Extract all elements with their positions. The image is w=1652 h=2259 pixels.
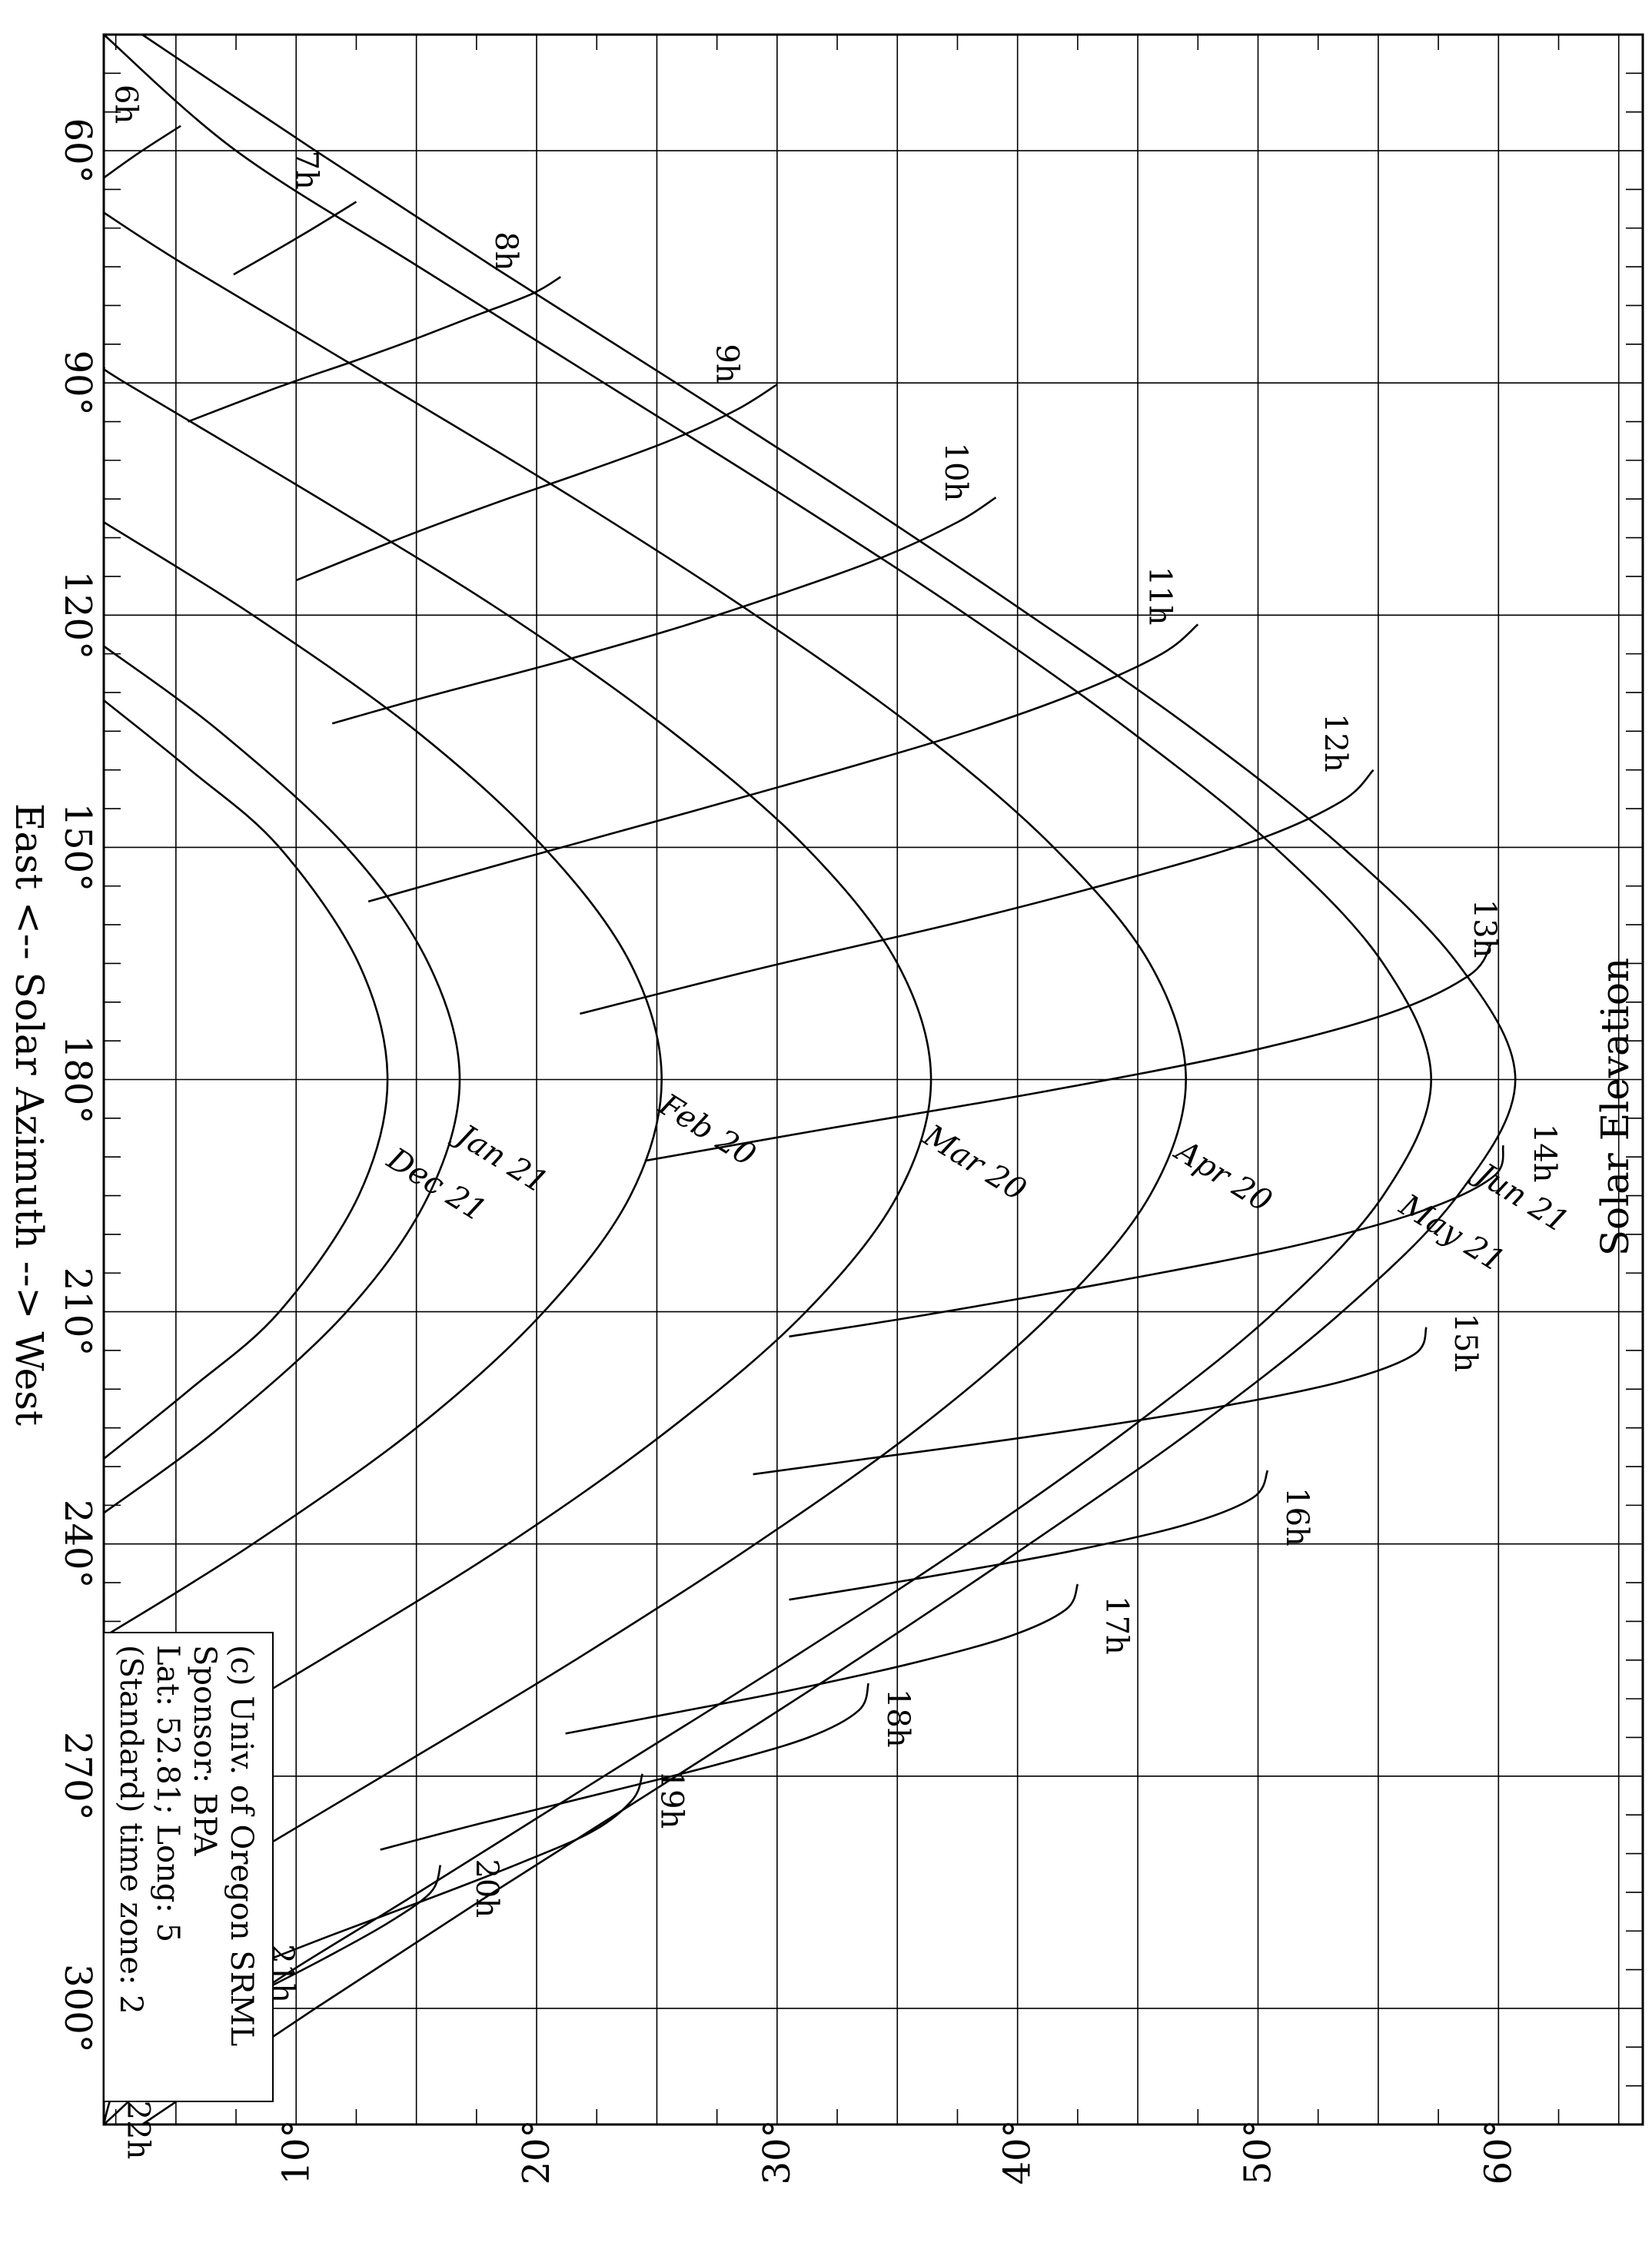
y-tick-label-40: 40° [996, 2119, 1039, 2184]
date-label-apr-20: Apr 20 [1167, 1132, 1278, 1220]
y-axis-title: Solar Elevation [1593, 958, 1637, 1256]
date-curve-apr-20 [104, 211, 1188, 1948]
y-tick-label-20: 20° [515, 2119, 558, 2184]
y-tick-label-30: 30° [756, 2119, 799, 2184]
hour-curve-11h [367, 623, 1199, 903]
x-tick-label-180: 180° [56, 1035, 99, 1125]
hour-curve-9h [295, 384, 778, 582]
x-tick-label-300: 300° [56, 1964, 99, 2053]
hour-curve-19h [242, 1773, 643, 1971]
y-tick-label-60: 60° [1477, 2119, 1520, 2184]
hour-label-18h: 18h [880, 1689, 916, 1748]
x-tick-label-150: 150° [56, 803, 99, 892]
x-tick-label-90: 90° [56, 350, 99, 416]
date-curve-dec-21 [104, 699, 389, 1460]
date-curve-may-21 [104, 35, 1433, 2124]
date-curve-jan-21 [104, 645, 461, 1514]
hour-curve-10h [331, 497, 997, 725]
hour-curve-15h [753, 1327, 1428, 1476]
date-curve-mar-20 [104, 366, 932, 1793]
legend: (c) Univ. of Oregon SRML Sponsor: BPA La… [103, 1632, 274, 2102]
x-tick-label-240: 240° [56, 1500, 99, 1589]
legend-line-2: Sponsor: BPA [187, 1645, 222, 1856]
legend-line-1: (c) Univ. of Oregon SRML [224, 1645, 259, 2046]
hour-label-9h: 9h [710, 344, 745, 383]
hour-label-14h: 14h [1527, 1124, 1562, 1183]
plot-frame [102, 33, 1644, 2126]
hour-label-12h: 12h [1318, 713, 1353, 772]
hour-label-8h: 8h [488, 231, 524, 271]
hour-label-22h: 22h [120, 2101, 155, 2160]
x-tick-label-270: 270° [56, 1732, 99, 1821]
hour-curve-6h [104, 125, 181, 179]
hour-label-13h: 13h [1467, 899, 1502, 958]
date-label-mar-20: Mar 20 [916, 1118, 1032, 1208]
hour-curve-18h [380, 1683, 869, 1851]
hour-label-7h: 7h [288, 151, 324, 190]
legend-line-4: (Standard) time zone: 2 [113, 1645, 148, 2015]
plot-ticks [104, 35, 1643, 2124]
hour-curve-7h [233, 201, 357, 276]
hour-curve-16h [789, 1470, 1269, 1601]
date-curve-feb-20 [104, 521, 663, 1638]
x-tick-label-60: 60° [56, 118, 99, 184]
x-tick-label-210: 210° [56, 1267, 99, 1357]
legend-box [103, 1632, 274, 2102]
y-tick-label-50: 50° [1237, 2119, 1280, 2184]
hour-label-6h: 6h [108, 85, 144, 124]
hour-curves [104, 125, 1504, 2124]
date-curves [104, 35, 1517, 2124]
hour-label-19h: 19h [654, 1770, 690, 1829]
legend-line-3: Lat: 52.81; Long: 5 [150, 1645, 185, 1942]
x-axis-title: East <-- Solar Azimuth --> West [7, 803, 52, 1426]
y-axis-tick-labels: 10° 20° 30° 40° 50° 60° [274, 2119, 1520, 2184]
x-tick-label-120: 120° [56, 570, 99, 659]
date-curve-jun-21 [141, 35, 1517, 2124]
hour-curve-17h [565, 1583, 1079, 1735]
hour-label-16h: 16h [1279, 1487, 1315, 1546]
hour-label-17h: 17h [1099, 1596, 1134, 1655]
date-label-feb-20: Feb 20 [652, 1087, 762, 1174]
hour-label-10h: 10h [938, 443, 973, 502]
y-tick-label-10: 10° [274, 2119, 317, 2184]
plot-grid [104, 35, 1643, 2124]
hour-curve-14h [789, 1144, 1504, 1338]
date-label-may-21: May 21 [1393, 1188, 1511, 1280]
hour-label-15h: 15h [1448, 1314, 1483, 1373]
hour-label-11h: 11h [1142, 566, 1178, 626]
x-axis-tick-labels: 60° 90° 120° 150° 180° 210° 240° 270° 300° [56, 118, 99, 2053]
hour-curve-13h [644, 942, 1493, 1162]
hour-curve-12h [580, 769, 1374, 1015]
hour-label-20h: 20h [469, 1859, 504, 1918]
hour-curve-8h [188, 276, 561, 423]
